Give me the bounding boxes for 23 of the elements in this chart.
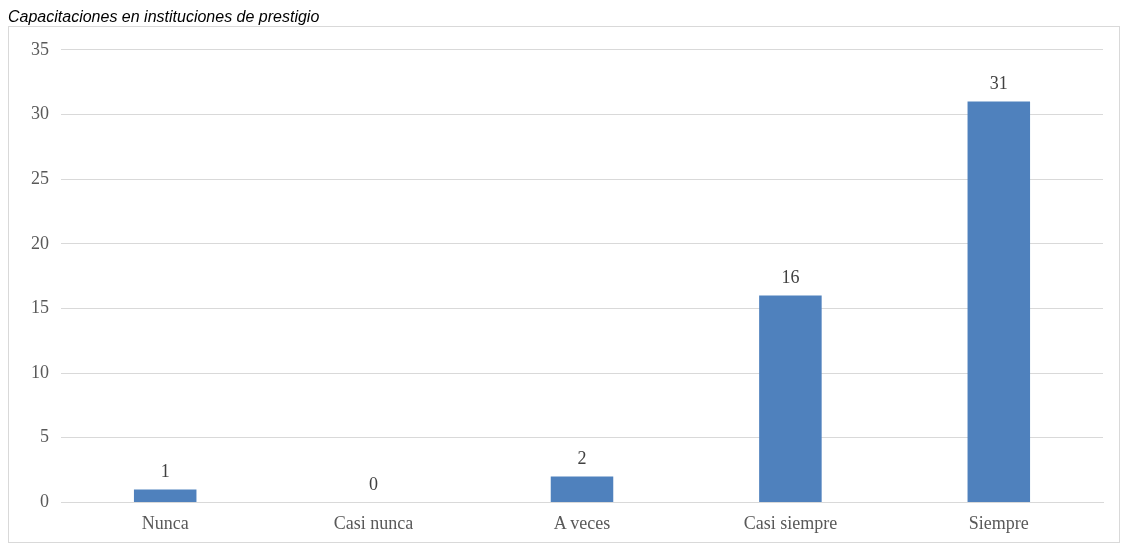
y-tick-label: 35 xyxy=(31,38,49,59)
data-label: 2 xyxy=(577,448,587,469)
x-tick-label: Casi nunca xyxy=(333,512,414,533)
y-tick-label: 25 xyxy=(31,167,49,188)
bar xyxy=(759,295,822,502)
bar xyxy=(967,101,1031,502)
data-label: 0 xyxy=(369,474,379,495)
x-tick-label: Nunca xyxy=(141,512,189,533)
y-tick-label: 20 xyxy=(31,232,49,253)
y-tick-label: 5 xyxy=(40,426,49,447)
x-tick-label: Siempre xyxy=(968,512,1029,533)
x-tick-label: A veces xyxy=(553,512,611,533)
chart-title: Capacitaciones en instituciones de prestigio xyxy=(8,8,321,26)
y-tick-label: 15 xyxy=(31,297,49,318)
data-label: 1 xyxy=(160,461,170,482)
x-tick-label: Casi siempre xyxy=(743,512,838,533)
bar xyxy=(550,476,614,502)
data-label: 31 xyxy=(989,73,1008,94)
y-tick-label: 10 xyxy=(31,361,49,382)
bar xyxy=(133,489,197,502)
data-label: 16 xyxy=(781,267,800,288)
y-tick-label: 0 xyxy=(40,491,49,512)
y-tick-label: 30 xyxy=(31,103,49,124)
